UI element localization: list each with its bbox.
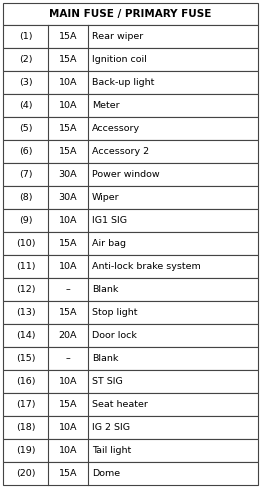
Bar (3, 278, 258, 301)
Text: Seat heater: Seat heater (92, 400, 148, 409)
Text: 15A: 15A (59, 147, 77, 156)
Text: (4): (4) (19, 101, 32, 110)
Text: 10A: 10A (59, 377, 77, 386)
Text: Dome: Dome (92, 469, 120, 478)
Text: Accessory: Accessory (92, 124, 140, 133)
Text: Rear wiper: Rear wiper (92, 32, 143, 41)
Text: Meter: Meter (92, 101, 120, 110)
Text: Tail light: Tail light (92, 446, 131, 455)
Bar (3, 439, 258, 462)
Bar (3, 94, 258, 117)
Text: 10A: 10A (59, 262, 77, 271)
Text: Air bag: Air bag (92, 239, 126, 248)
Bar (3, 117, 258, 140)
Bar (3, 140, 258, 163)
Bar (3, 209, 258, 232)
Bar (3, 255, 258, 278)
Text: 10A: 10A (59, 423, 77, 432)
Text: (3): (3) (19, 78, 32, 87)
Text: 10A: 10A (59, 216, 77, 225)
Text: 15A: 15A (59, 469, 77, 478)
Text: MAIN FUSE / PRIMARY FUSE: MAIN FUSE / PRIMARY FUSE (49, 9, 212, 19)
Text: 15A: 15A (59, 55, 77, 64)
Bar (3, 186, 258, 209)
Text: (15): (15) (16, 354, 35, 363)
Text: 30A: 30A (59, 193, 77, 202)
Text: (19): (19) (16, 446, 35, 455)
Bar (3, 25, 258, 48)
Bar (3, 232, 258, 255)
Text: (11): (11) (16, 262, 35, 271)
Text: 15A: 15A (59, 308, 77, 317)
Text: (8): (8) (19, 193, 32, 202)
Text: (10): (10) (16, 239, 35, 248)
Text: (20): (20) (16, 469, 35, 478)
Bar (3, 324, 258, 347)
Text: (18): (18) (16, 423, 35, 432)
Text: (12): (12) (16, 285, 35, 294)
Text: (13): (13) (16, 308, 35, 317)
Text: (7): (7) (19, 170, 32, 179)
Text: IG 2 SIG: IG 2 SIG (92, 423, 130, 432)
Text: Ignition coil: Ignition coil (92, 55, 147, 64)
Text: (5): (5) (19, 124, 32, 133)
Bar (3, 3, 258, 25)
Bar (3, 347, 258, 370)
Bar (3, 301, 258, 324)
Bar (3, 163, 258, 186)
Text: (2): (2) (19, 55, 32, 64)
Text: –: – (66, 354, 70, 363)
Text: Door lock: Door lock (92, 331, 137, 340)
Bar (3, 71, 258, 94)
Text: Anti-lock brake system: Anti-lock brake system (92, 262, 201, 271)
Bar (3, 393, 258, 416)
Text: Wiper: Wiper (92, 193, 120, 202)
Text: Blank: Blank (92, 354, 118, 363)
Text: 10A: 10A (59, 78, 77, 87)
Bar (3, 48, 258, 71)
Text: 15A: 15A (59, 400, 77, 409)
Text: 10A: 10A (59, 446, 77, 455)
Text: 10A: 10A (59, 101, 77, 110)
Text: 30A: 30A (59, 170, 77, 179)
Bar (3, 462, 258, 485)
Text: Blank: Blank (92, 285, 118, 294)
Text: (6): (6) (19, 147, 32, 156)
Text: Stop light: Stop light (92, 308, 138, 317)
Text: (9): (9) (19, 216, 32, 225)
Text: Back-up light: Back-up light (92, 78, 154, 87)
Text: IG1 SIG: IG1 SIG (92, 216, 127, 225)
Text: (1): (1) (19, 32, 32, 41)
Text: –: – (66, 285, 70, 294)
Text: Accessory 2: Accessory 2 (92, 147, 149, 156)
Bar (3, 416, 258, 439)
Bar (3, 370, 258, 393)
Text: (17): (17) (16, 400, 35, 409)
Text: 15A: 15A (59, 32, 77, 41)
Text: ST SIG: ST SIG (92, 377, 123, 386)
Text: (14): (14) (16, 331, 35, 340)
Text: Power window: Power window (92, 170, 160, 179)
Text: (16): (16) (16, 377, 35, 386)
Text: 15A: 15A (59, 124, 77, 133)
Text: 15A: 15A (59, 239, 77, 248)
Text: 20A: 20A (59, 331, 77, 340)
